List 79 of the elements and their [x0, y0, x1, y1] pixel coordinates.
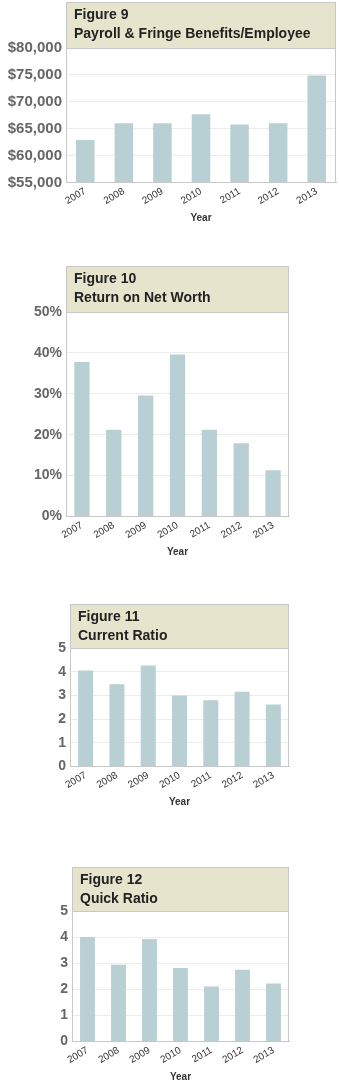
bar — [111, 964, 126, 1041]
x-tick-label: 2013 — [251, 1044, 277, 1065]
bar — [204, 986, 219, 1041]
y-tick-label: 1 — [60, 1006, 69, 1023]
x-tick-label: 2012 — [220, 1044, 246, 1065]
x-tick-label: 2010 — [157, 769, 183, 790]
bar — [265, 704, 281, 766]
chart-subtitle: Current Ratio — [78, 626, 168, 645]
y-tick-label: 2 — [58, 709, 67, 726]
x-tick-label: 2009 — [140, 185, 166, 206]
y-tick-label: $65,000 — [7, 118, 62, 136]
y-tick-label: 40% — [33, 343, 63, 360]
y-tick-label: 3 — [58, 686, 67, 703]
bar — [109, 684, 125, 766]
y-tick-label: 50% — [33, 302, 63, 319]
bar — [138, 395, 154, 516]
x-tick-label: 2011 — [189, 769, 214, 790]
x-axis-title: Year — [168, 795, 191, 807]
x-tick-label: 2009 — [123, 519, 149, 540]
x-tick-label: 2008 — [91, 519, 117, 540]
bar — [169, 354, 186, 516]
bar — [265, 470, 281, 516]
y-tick-label: 1 — [58, 733, 67, 750]
y-tick-label: 10% — [33, 466, 63, 483]
x-tick-label: 2012 — [255, 185, 281, 206]
y-tick-label: 5 — [58, 638, 67, 655]
x-axis-title: Year — [169, 1070, 192, 1082]
x-tick-label: 2007 — [62, 185, 89, 206]
x-tick-label: 2013 — [250, 769, 277, 790]
y-tick-label: $80,000 — [7, 38, 62, 56]
bar — [142, 938, 157, 1041]
x-tick-label: 2012 — [219, 769, 245, 790]
bar — [203, 700, 219, 766]
bar — [106, 429, 122, 516]
y-tick-label: 4 — [60, 927, 69, 944]
bar — [78, 670, 94, 766]
chart-title: Figure 11 — [78, 607, 141, 626]
chart-subtitle: Payroll & Fringe Benefits/Employee — [74, 24, 311, 43]
x-tick-label: 2013 — [250, 519, 276, 540]
x-tick-label: 2008 — [94, 769, 120, 790]
y-tick-label: 3 — [60, 954, 69, 971]
x-tick-label: 2010 — [178, 185, 204, 206]
y-tick-label: 2 — [60, 980, 69, 997]
y-tick-label: 4 — [58, 662, 67, 679]
bar — [266, 983, 281, 1041]
bar — [171, 695, 188, 766]
x-tick-label: 2009 — [125, 769, 151, 790]
y-tick-label: 5 — [60, 901, 69, 918]
y-tick-label: 30% — [33, 384, 63, 401]
bar — [80, 937, 95, 1041]
y-tick-label: 20% — [33, 425, 63, 442]
x-tick-label: 2011 — [189, 1044, 215, 1065]
x-tick-label: 2011 — [187, 519, 213, 540]
x-tick-label: 2010 — [158, 1044, 184, 1065]
y-tick-label: $55,000 — [7, 172, 62, 190]
y-tick-label: $60,000 — [7, 145, 62, 163]
x-tick-label: 2009 — [127, 1044, 153, 1065]
chart-subtitle: Quick Ratio — [80, 889, 158, 908]
bar — [140, 665, 156, 766]
chart-subtitle: Return on Net Worth — [74, 288, 211, 307]
bar — [201, 429, 217, 516]
bar — [234, 691, 250, 766]
x-axis-title: Year — [190, 211, 212, 223]
x-tick-label: 2011 — [217, 185, 243, 206]
x-tick-label: 2012 — [218, 519, 244, 540]
x-tick-label: 2008 — [101, 185, 127, 206]
bar — [233, 443, 249, 516]
x-axis-title: Year — [166, 545, 189, 557]
chart-title: Figure 9 — [74, 5, 130, 24]
chart-title: Figure 10 — [74, 269, 138, 288]
bar — [173, 967, 188, 1041]
bar — [235, 969, 250, 1041]
x-tick-label: 2013 — [294, 185, 320, 206]
x-tick-label: 2008 — [96, 1044, 122, 1065]
bar — [74, 361, 90, 516]
x-tick-label: 2010 — [155, 519, 181, 540]
y-tick-label: $70,000 — [7, 91, 62, 109]
y-tick-label: $75,000 — [7, 65, 62, 83]
chart-title: Figure 12 — [80, 870, 144, 889]
